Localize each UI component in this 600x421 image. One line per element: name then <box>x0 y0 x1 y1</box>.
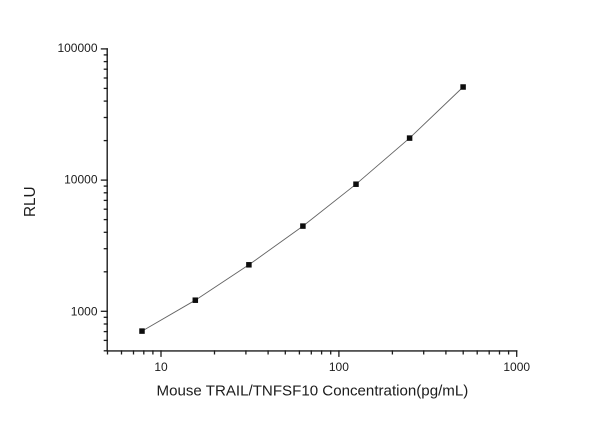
svg-text:1000: 1000 <box>71 304 98 318</box>
svg-text:100000: 100000 <box>57 41 97 55</box>
svg-text:10000: 10000 <box>64 173 98 187</box>
svg-text:10: 10 <box>154 360 168 374</box>
svg-text:1000: 1000 <box>503 360 530 374</box>
svg-text:100: 100 <box>329 360 349 374</box>
svg-text:Mouse TRAIL/TNFSF10 Concentrat: Mouse TRAIL/TNFSF10 Concentration(pg/mL) <box>157 382 469 399</box>
svg-text:RLU: RLU <box>22 186 39 217</box>
